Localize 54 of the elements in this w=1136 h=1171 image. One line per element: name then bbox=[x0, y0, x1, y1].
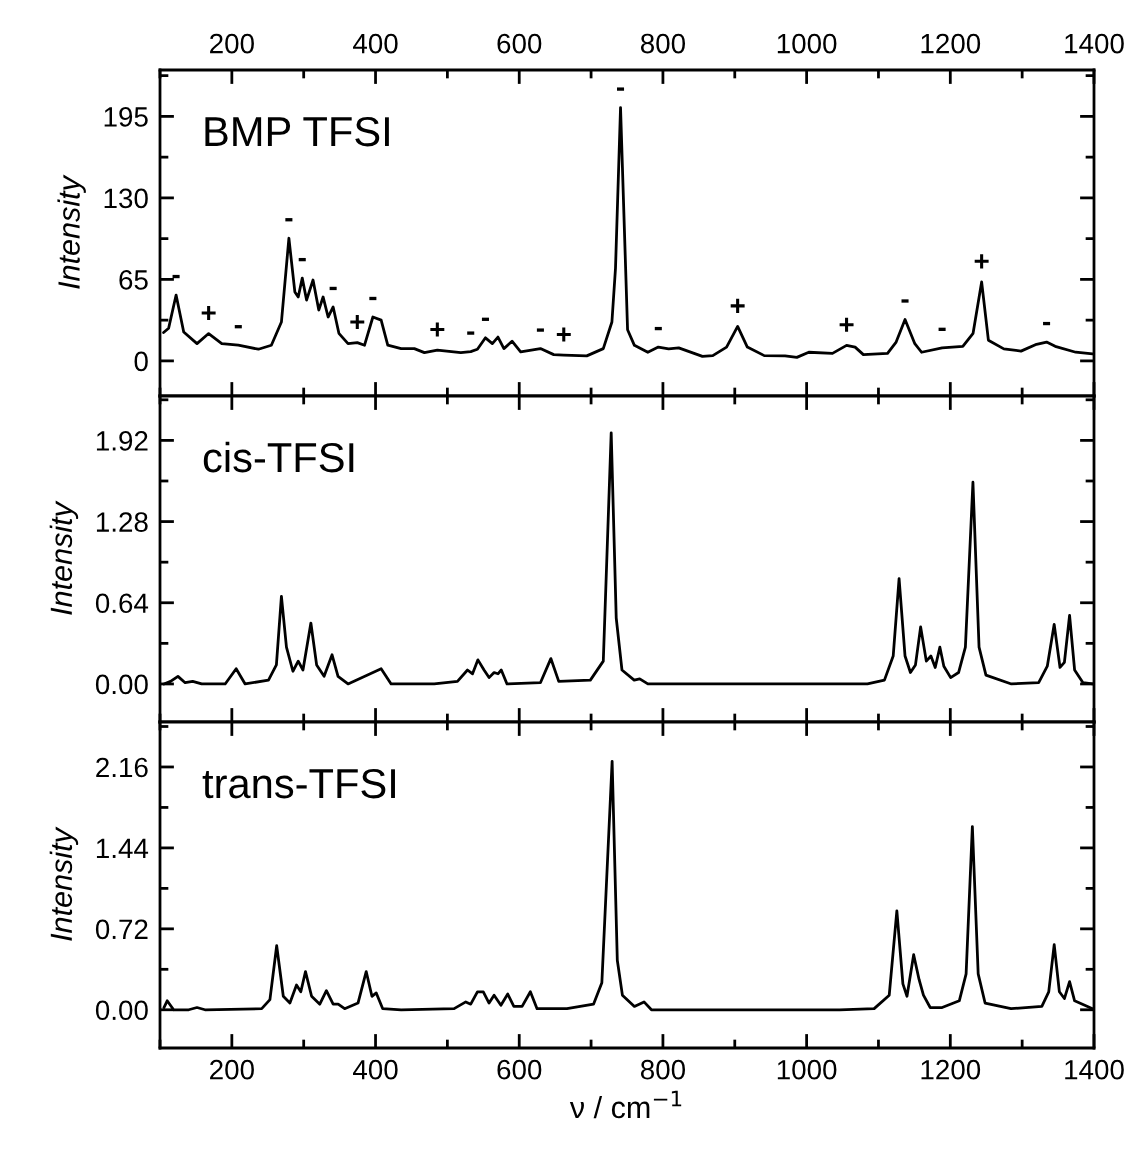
annotation: - bbox=[369, 296, 377, 301]
annotation: trans-TFSI bbox=[202, 768, 395, 799]
x2-tick-label: 1000 bbox=[777, 33, 837, 54]
y-tick-label: 1.92 bbox=[96, 431, 148, 451]
x-tick-label: 1000 bbox=[777, 1059, 837, 1080]
annotation: - bbox=[616, 87, 625, 91]
x2-tick-label: 1400 bbox=[1065, 33, 1124, 54]
x2-tick-label: 400 bbox=[353, 33, 398, 54]
y-axis-title: Intensity bbox=[57, 174, 86, 289]
x2-tick-label: 600 bbox=[497, 33, 542, 54]
y-tick-label: 0.00 bbox=[95, 674, 148, 695]
x2-tick-label: 1200 bbox=[921, 33, 981, 54]
annotation: cis-TFSI bbox=[203, 441, 354, 473]
annotation: - bbox=[901, 299, 909, 303]
x-tick-label: 1200 bbox=[921, 1059, 981, 1080]
annotation: + bbox=[201, 305, 216, 321]
x2-tick-label: 800 bbox=[640, 33, 686, 54]
y-tick-label: 0.64 bbox=[95, 593, 149, 614]
y-tick-label: 195 bbox=[104, 107, 148, 127]
x-tick-label: 600 bbox=[497, 1059, 542, 1080]
y-tick-label: 1.44 bbox=[96, 838, 149, 858]
annotation: - bbox=[172, 274, 180, 279]
y-axis-title: Intensity bbox=[49, 500, 79, 615]
annotation: - bbox=[298, 257, 306, 262]
annotation: - bbox=[467, 331, 475, 335]
annotation: - bbox=[654, 326, 662, 331]
x-tick-label: 200 bbox=[210, 1059, 254, 1080]
x-tick-label: 1400 bbox=[1065, 1059, 1124, 1080]
x-tick-label: 400 bbox=[353, 1059, 398, 1080]
y-tick-label: 130 bbox=[104, 188, 148, 209]
annotation: BMP TFSI bbox=[205, 116, 389, 147]
y-tick-label: 2.16 bbox=[96, 757, 148, 778]
y-tick-label: 65 bbox=[119, 270, 148, 290]
y-tick-label: 0 bbox=[134, 351, 148, 372]
annotation: - bbox=[1043, 321, 1051, 326]
x-tick-label: 800 bbox=[640, 1059, 686, 1080]
y-tick-label: 1.28 bbox=[96, 512, 148, 532]
annotation: - bbox=[285, 218, 293, 222]
annotation: + bbox=[430, 322, 445, 337]
annotation: - bbox=[234, 325, 242, 329]
annotation: + bbox=[839, 317, 854, 332]
annotation: + bbox=[730, 298, 745, 313]
y-tick-label: 0.72 bbox=[95, 919, 148, 940]
annotation: - bbox=[938, 327, 946, 331]
x-axis-title: ν / cm$^{−1}$ bbox=[569, 1090, 682, 1119]
annotation: + bbox=[350, 314, 365, 330]
annotation: - bbox=[329, 286, 337, 291]
annotation: + bbox=[974, 254, 989, 269]
annotation: + bbox=[556, 327, 571, 342]
y-axis-title: Intensity bbox=[49, 826, 79, 941]
annotation: - bbox=[481, 317, 489, 321]
y-tick-label: 0.00 bbox=[95, 1000, 148, 1021]
x2-tick-label: 200 bbox=[210, 33, 254, 54]
annotation: - bbox=[536, 328, 544, 332]
